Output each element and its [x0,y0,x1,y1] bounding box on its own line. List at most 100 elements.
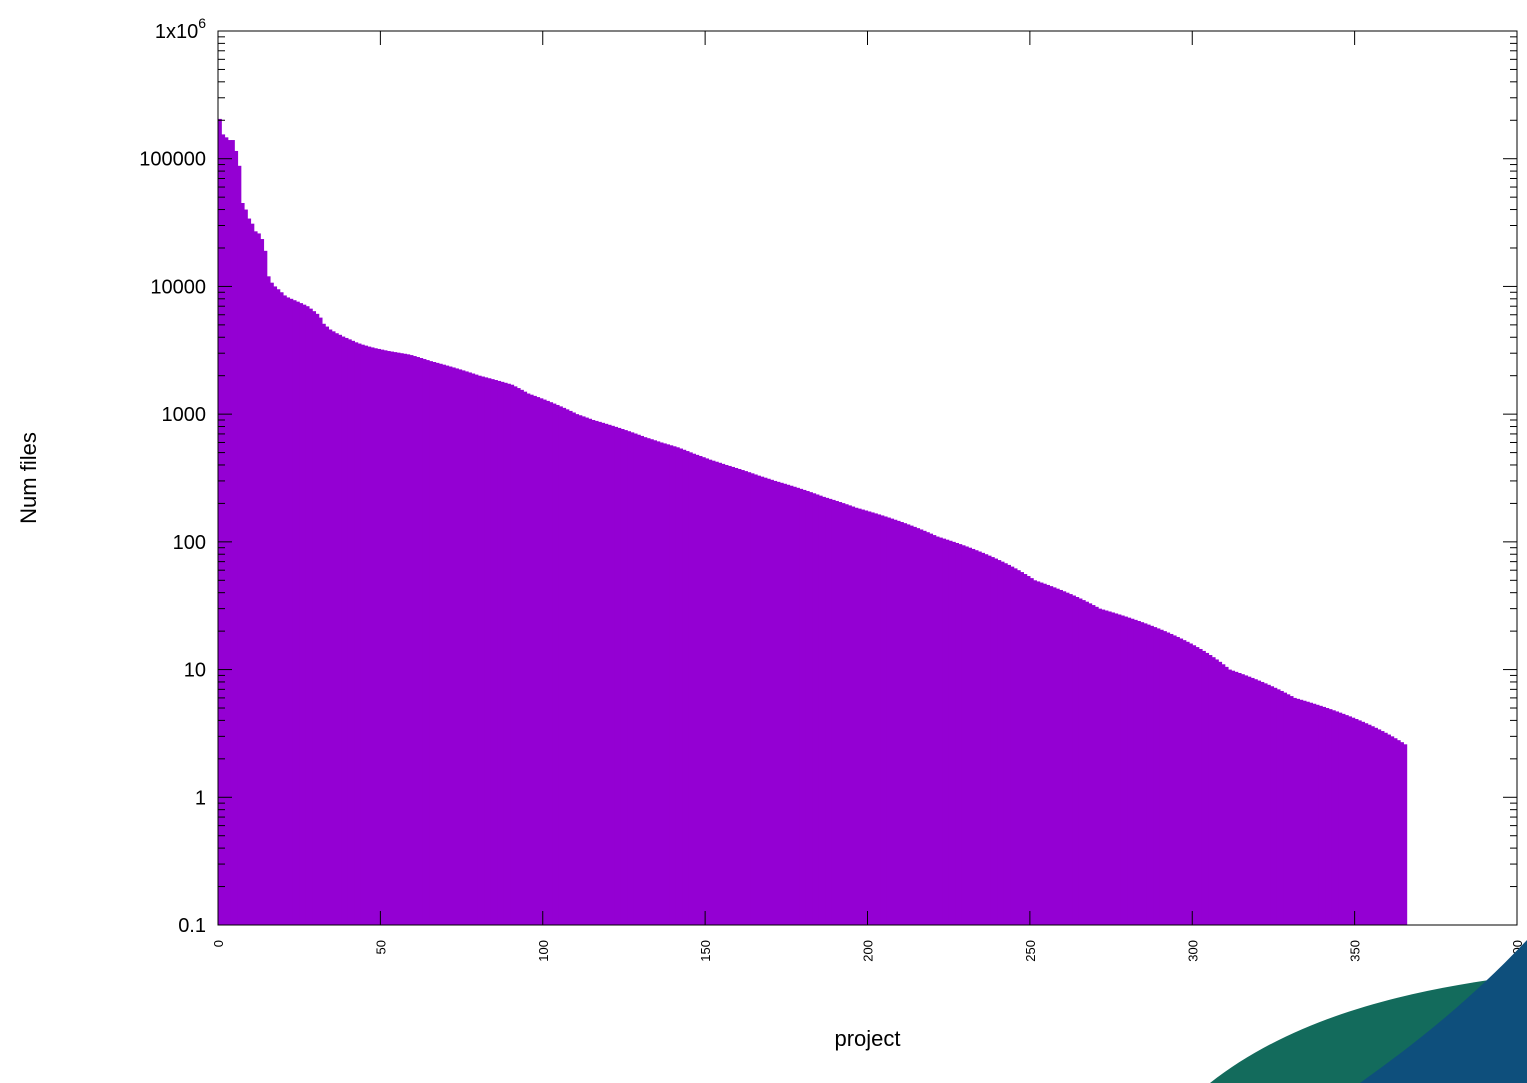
bar [308,308,313,925]
bar [1289,696,1294,925]
bar [737,468,742,925]
bar [237,165,242,926]
bar [1023,574,1028,925]
bar [230,140,235,926]
bar [1240,674,1245,925]
bar [831,499,836,925]
bar [857,508,862,925]
bar [263,250,268,925]
bar [383,350,388,926]
bar [295,301,300,925]
bar [575,414,580,925]
bar [1380,731,1385,925]
bar [1117,614,1122,925]
bar [1111,612,1115,925]
bar [789,485,794,925]
bar [1042,583,1047,925]
bar [627,431,632,925]
bar [1231,670,1236,925]
bar [877,514,882,925]
bar [260,239,265,926]
bar [744,471,748,925]
bar [1124,616,1128,925]
bar [796,487,800,925]
bar [425,360,430,926]
bar [292,300,297,926]
bar [711,460,716,925]
bar [247,218,252,926]
bar [1007,564,1011,925]
bar [1361,721,1365,925]
bar [1341,713,1346,925]
bar [1013,568,1018,925]
bar [688,452,693,925]
bar [971,548,976,925]
bar [848,505,852,925]
bar [338,334,343,925]
bar [701,457,706,925]
bar [708,459,713,925]
bar [224,137,229,926]
bar [779,482,784,925]
bar [646,438,651,925]
bar [867,511,872,925]
bar [594,420,599,925]
bar [974,550,979,925]
bar [243,209,248,926]
bar [825,497,830,925]
y-tick-label: 1x106 [155,15,206,43]
bar [666,444,670,925]
bar [1179,638,1184,925]
bar [299,303,304,925]
bar [809,492,813,925]
bar [497,380,502,925]
bar [464,371,469,925]
bar [1302,700,1307,925]
x-tick-label: 150 [698,940,713,962]
bar [1393,738,1398,925]
bar [1016,570,1021,925]
bar [961,545,966,925]
bar [487,378,492,925]
bar [1348,716,1352,925]
bar [620,429,625,925]
bar [1305,701,1310,925]
bar [552,403,557,925]
bar [604,423,609,925]
bar [925,532,930,925]
bar [1205,652,1210,925]
bar [409,355,414,926]
bar [861,509,865,925]
bar [1159,629,1164,925]
bar [864,510,869,925]
bar [828,498,833,925]
bar [692,453,696,925]
bar [1201,650,1206,925]
bar [727,465,732,925]
bar [286,297,291,925]
bar [929,533,934,925]
bar [357,343,362,925]
bar [227,140,232,926]
y-tick-superscript: 6 [198,15,206,31]
bar [1312,703,1317,925]
bar [312,311,317,925]
bar [656,441,661,925]
bar [1257,680,1262,925]
y-tick-label: 100 [173,532,206,554]
bar [698,456,703,925]
x-axis-title: project [834,1026,900,1051]
bar [451,367,456,926]
bar [1400,742,1404,925]
bar [571,412,576,925]
bar [1137,621,1141,925]
bar [539,398,544,926]
bar [370,347,375,925]
x-tick-label: 300 [1185,940,1200,962]
bar [234,150,239,925]
bar [448,366,453,925]
bar [406,354,411,926]
bar [649,439,654,925]
bar [1003,563,1008,925]
